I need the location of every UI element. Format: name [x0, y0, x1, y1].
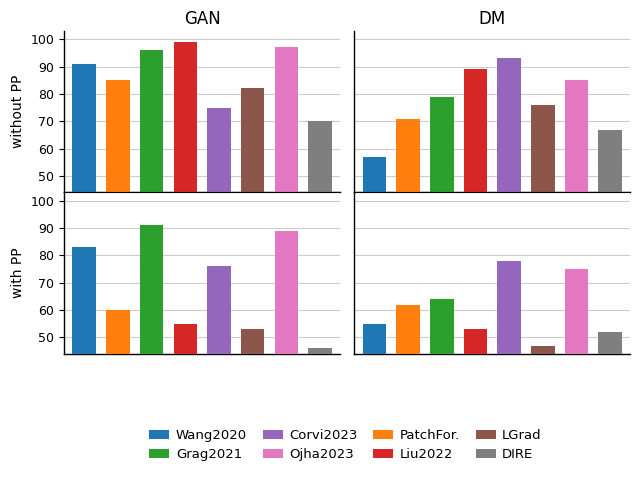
- Bar: [362, 324, 386, 474]
- Bar: [173, 42, 197, 313]
- Bar: [564, 269, 588, 474]
- Bar: [396, 304, 420, 474]
- Bar: [564, 80, 588, 313]
- Bar: [463, 69, 487, 313]
- Title: DM: DM: [479, 10, 506, 28]
- Bar: [308, 121, 332, 313]
- Bar: [106, 80, 130, 313]
- Bar: [308, 348, 332, 474]
- Bar: [396, 119, 420, 313]
- Y-axis label: without PP: without PP: [11, 75, 25, 149]
- Bar: [598, 332, 622, 474]
- Bar: [275, 231, 298, 474]
- Bar: [275, 47, 298, 313]
- Bar: [140, 50, 163, 313]
- Bar: [140, 225, 163, 474]
- Bar: [207, 108, 231, 313]
- Bar: [241, 329, 264, 474]
- Title: GAN: GAN: [184, 10, 221, 28]
- Bar: [72, 64, 96, 313]
- Bar: [531, 346, 555, 474]
- Bar: [598, 130, 622, 313]
- Bar: [241, 88, 264, 313]
- Bar: [362, 157, 386, 313]
- Bar: [173, 324, 197, 474]
- Bar: [531, 105, 555, 313]
- Bar: [430, 299, 454, 474]
- Bar: [106, 310, 130, 474]
- Bar: [72, 247, 96, 474]
- Legend: Wang2020, Grag2021, Corvi2023, Ojha2023, PatchFor., Liu2022, LGrad, DIRE: Wang2020, Grag2021, Corvi2023, Ojha2023,…: [144, 424, 547, 467]
- Y-axis label: with PP: with PP: [11, 248, 25, 298]
- Bar: [463, 329, 487, 474]
- Bar: [430, 97, 454, 313]
- Bar: [207, 266, 231, 474]
- Bar: [497, 58, 521, 313]
- Bar: [497, 261, 521, 474]
